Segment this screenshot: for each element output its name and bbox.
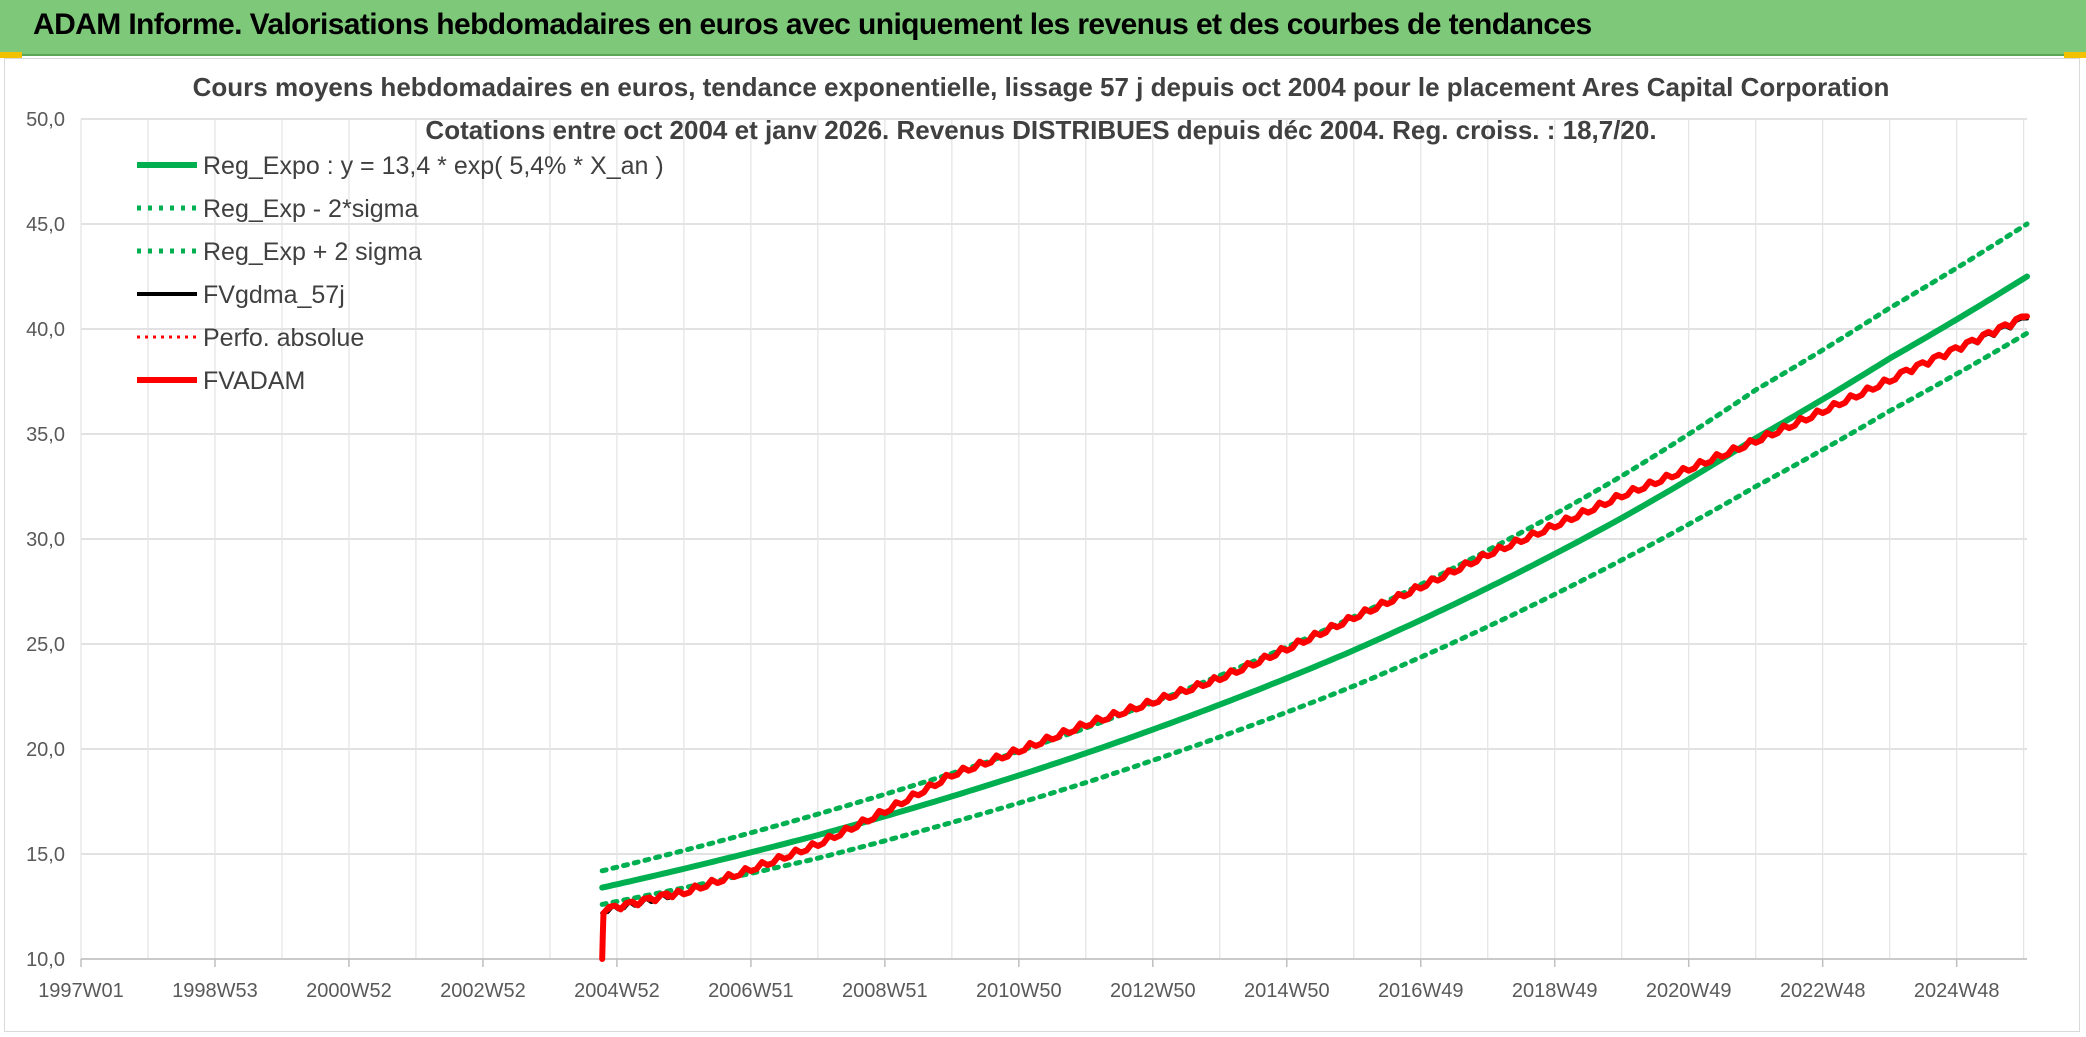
x-tick-label: 2004W52 <box>574 980 660 1002</box>
y-tick-label: 10,0 <box>26 949 65 971</box>
line-chart: 10,0 15,0 20,0 25,0 30,0 35,0 40,0 45,0 50,0 1997… <box>26 72 2030 1002</box>
y-tick-label: 20,0 <box>26 739 65 761</box>
x-tick-label: 2020W49 <box>1646 980 1732 1002</box>
x-tick-label: 2016W49 <box>1378 980 1464 1002</box>
y-tick-label: 25,0 <box>26 634 65 656</box>
legend-label-2: Reg_Exp + 2 sigma <box>203 238 422 266</box>
series-line-2 <box>599 221 2030 874</box>
x-tick-label: 2022W48 <box>1780 980 1866 1002</box>
legend-label-4: Perfo. absolue <box>203 324 364 352</box>
header-bar: ADAM Informe. Valorisations hebdomadaire… <box>0 0 2086 56</box>
x-tick-label: 2008W51 <box>842 980 928 1002</box>
chart-area: 10,0 15,0 20,0 25,0 30,0 35,0 40,0 45,0 50,0 1997… <box>4 58 2080 1032</box>
x-tick-label: 2000W52 <box>306 980 392 1002</box>
y-tick-label: 35,0 <box>26 424 65 446</box>
legend-label-5: FVADAM <box>203 367 305 395</box>
series-layer <box>599 221 2030 962</box>
legend-label-1: Reg_Exp - 2*sigma <box>203 195 418 223</box>
y-tick-label: 15,0 <box>26 844 65 866</box>
x-tick-label: 2012W50 <box>1110 980 1196 1002</box>
legend-label-3: FVgdma_57j <box>203 281 345 309</box>
chart-legend: Reg_Expo : y = 13,4 * exp( 5,4% * X_an )… <box>137 152 664 395</box>
y-tick-label: 40,0 <box>26 319 65 341</box>
corner-accent-left <box>0 52 22 58</box>
chart-title: Cours moyens hebdomadaires en euros, ten… <box>193 72 1890 102</box>
x-tick-label: 2024W48 <box>1914 980 2000 1002</box>
page-title: ADAM Informe. Valorisations hebdomadaire… <box>33 8 1592 41</box>
axis-layer: 10,0 15,0 20,0 25,0 30,0 35,0 40,0 45,0 50,0 1997… <box>26 109 2027 1002</box>
series-line-0 <box>599 273 2030 891</box>
series-line-5 <box>599 313 2030 962</box>
legend-label-0: Reg_Expo : y = 13,4 * exp( 5,4% * X_an ) <box>203 152 664 180</box>
grid-layer <box>80 118 2027 960</box>
y-tick-label: 30,0 <box>26 529 65 551</box>
y-tick-label: 50,0 <box>26 109 65 131</box>
x-tick-label: 1998W53 <box>172 980 258 1002</box>
x-tick-label: 2018W49 <box>1512 980 1598 1002</box>
x-tick-label: 1997W01 <box>38 980 124 1002</box>
series-line-1 <box>599 330 2030 907</box>
x-tick-label: 2010W50 <box>976 980 1062 1002</box>
chart-subtitle: Cotations entre oct 2004 et janv 2026. R… <box>425 115 1656 145</box>
x-tick-label: 2002W52 <box>440 980 526 1002</box>
y-tick-label: 45,0 <box>26 214 65 236</box>
x-tick-label: 2006W51 <box>708 980 794 1002</box>
corner-accent-right <box>2064 52 2086 58</box>
x-tick-label: 2014W50 <box>1244 980 1330 1002</box>
